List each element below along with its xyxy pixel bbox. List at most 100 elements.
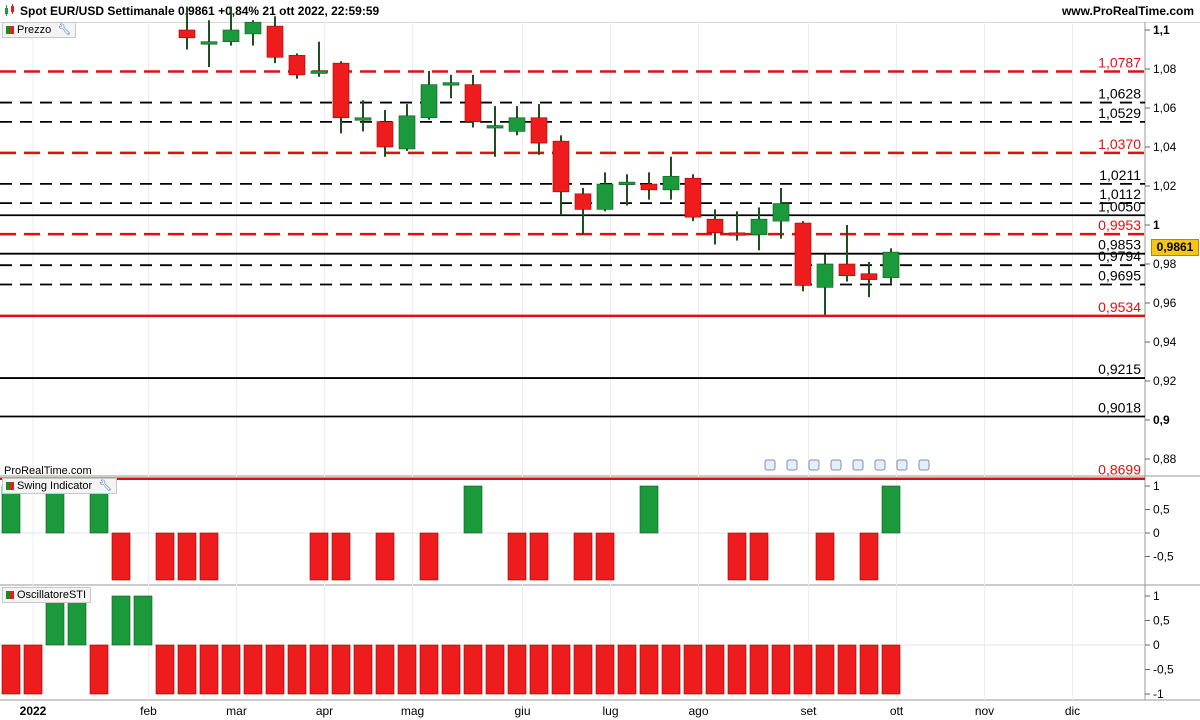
candle-body — [530, 117, 548, 144]
oscillator-bar — [595, 644, 615, 695]
current-price-badge: 0,9861 — [1151, 239, 1199, 256]
oscillator-bar — [243, 644, 263, 695]
oscillator-bar — [661, 644, 681, 695]
chart-header: Spot EUR/USD Settimanale 0,9861 +0,84% 2… — [0, 0, 1200, 23]
level-label: 1,0370 — [1098, 136, 1141, 152]
candle-body — [596, 183, 614, 210]
oscillator-bar — [529, 532, 549, 581]
oscillator-bar — [881, 485, 901, 534]
level-label: 1,0211 — [1099, 167, 1141, 183]
osc-tick-label: 0 — [1153, 638, 1160, 652]
candle-body — [178, 29, 196, 39]
candle-body — [486, 125, 504, 129]
oscillator-bar — [155, 644, 175, 695]
candle-body — [464, 84, 482, 122]
oscillator-bar — [1, 644, 21, 695]
price-tick-label: 0,98 — [1153, 257, 1177, 271]
price-tick-label: 1,06 — [1153, 101, 1177, 115]
swing-panel-label[interactable]: Swing Indicator 🔧︎ — [2, 478, 118, 494]
candle-body — [266, 25, 284, 58]
candle-body — [574, 193, 592, 210]
price-tick-label: 1 — [1153, 218, 1160, 232]
level-label: 1,0628 — [1098, 86, 1141, 102]
candle-body — [860, 273, 878, 280]
event-marker-icon — [896, 459, 908, 471]
month-label: lug — [602, 704, 618, 718]
oscillator-bar — [595, 532, 615, 581]
wrench-icon[interactable]: 🔧︎ — [98, 480, 113, 492]
oscillator-bar — [397, 644, 417, 695]
candle-body — [750, 218, 768, 236]
oscillator-bar — [837, 644, 857, 695]
candlestick-icon — [5, 4, 14, 16]
level-label: 1,0529 — [1098, 105, 1141, 121]
swing-panel-title: Swing Indicator — [17, 480, 93, 492]
osc-tick-label: -0,5 — [1153, 663, 1174, 677]
sti-panel-label[interactable]: OscillatoreSTI — [2, 587, 92, 603]
oscillator-bar — [23, 644, 43, 695]
site-link[interactable]: www.ProRealTime.com — [1061, 4, 1194, 18]
oscillator-bar — [727, 532, 747, 581]
candle-body — [552, 140, 570, 193]
oscillator-bar — [111, 532, 131, 581]
candle-body — [618, 181, 636, 185]
oscillator-bar — [573, 532, 593, 581]
oscillator-bar — [463, 485, 483, 534]
panel-flag-icon — [6, 26, 14, 34]
month-label: mar — [226, 704, 247, 718]
price-tick-label: 0,9 — [1153, 413, 1170, 427]
candle-body — [508, 117, 526, 132]
oscillator-bar — [177, 532, 197, 581]
candle-body — [442, 82, 460, 86]
price-tick-label: 0,94 — [1153, 335, 1177, 349]
month-label: set — [800, 704, 817, 718]
level-label: 1,0050 — [1098, 198, 1141, 214]
oscillator-bar — [529, 644, 549, 695]
candle-body — [640, 183, 658, 191]
oscillator-bar — [749, 644, 769, 695]
month-label: apr — [316, 704, 333, 718]
oscillator-bar — [45, 595, 65, 646]
oscillator-bar — [177, 644, 197, 695]
month-label: ago — [688, 704, 708, 718]
event-marker-icon — [830, 459, 842, 471]
oscillator-bar — [199, 532, 219, 581]
oscillator-bar — [639, 485, 659, 534]
oscillator-bar — [859, 532, 879, 581]
level-label: 0,9215 — [1098, 361, 1141, 377]
candle-body — [354, 117, 372, 121]
oscillator-bar — [683, 644, 703, 695]
level-label: 1,0112 — [1099, 186, 1141, 202]
event-marker-icon — [874, 459, 886, 471]
level-label: 0,9953 — [1098, 217, 1141, 233]
candle-body — [288, 55, 306, 76]
level-label: 0,9794 — [1098, 248, 1141, 264]
candle-body — [794, 222, 812, 286]
oscillator-bar — [353, 644, 373, 695]
oscillator-bar — [111, 595, 131, 646]
candle-body — [662, 175, 680, 191]
price-tick-label: 0,92 — [1153, 374, 1177, 388]
price-panel-label[interactable]: Prezzo 🔧︎ — [2, 22, 77, 38]
oscillator-bar — [89, 644, 109, 695]
osc-tick-label: -1 — [1153, 687, 1164, 701]
oscillator-bar — [375, 532, 395, 581]
osc-tick-label: 0,5 — [1153, 503, 1170, 517]
osc-tick-label: 1 — [1153, 589, 1160, 603]
oscillator-bar — [419, 532, 439, 581]
level-label: 1,0787 — [1098, 55, 1141, 71]
price-tick-label: 1,08 — [1153, 62, 1177, 76]
candle-body — [310, 70, 328, 74]
candle-body — [376, 121, 394, 148]
wrench-icon[interactable]: 🔧︎ — [57, 24, 72, 36]
month-label: feb — [140, 704, 157, 718]
oscillator-bar — [507, 644, 527, 695]
month-label: mag — [401, 704, 424, 718]
event-marker-icon — [918, 459, 930, 471]
osc-tick-label: 1 — [1153, 479, 1160, 493]
oscillator-bar — [551, 644, 571, 695]
level-label: 0,8699 — [1098, 462, 1141, 478]
month-label: 2022 — [20, 704, 47, 718]
oscillator-bar — [771, 644, 791, 695]
watermark: ProRealTime.com — [4, 465, 92, 477]
